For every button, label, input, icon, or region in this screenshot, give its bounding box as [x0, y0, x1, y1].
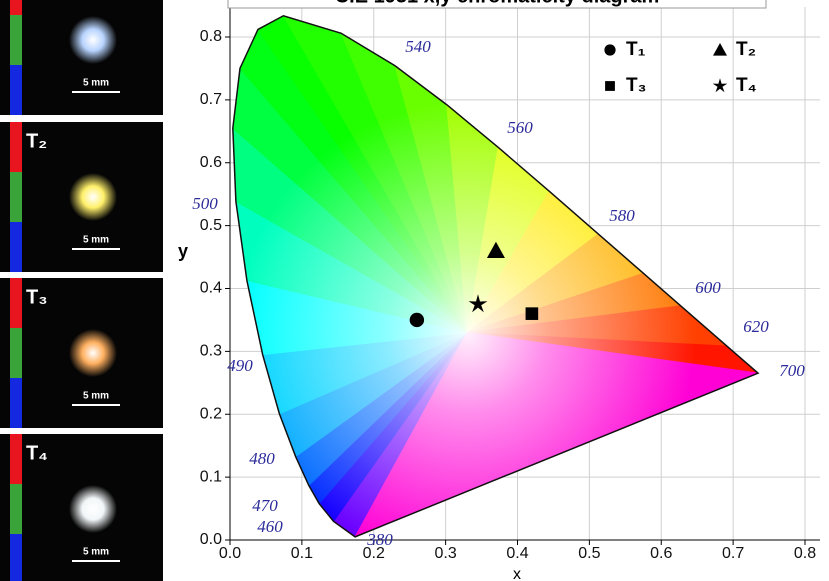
y-axis-label: y — [178, 241, 188, 261]
legend-label: T₁ — [626, 39, 646, 60]
data-point — [713, 78, 728, 92]
y-tick-label: 0.1 — [200, 468, 222, 485]
x-tick-label: 0.3 — [435, 545, 457, 562]
x-tick-label: 0.0 — [219, 545, 241, 562]
photo-panel: 5 mm T₄ — [0, 434, 163, 581]
light-spot — [69, 485, 117, 533]
wavelength-label: 380 — [366, 530, 393, 549]
light-spot — [69, 173, 117, 221]
scale-label: 5 mm — [83, 547, 109, 558]
wavelength-label: 580 — [609, 206, 635, 225]
wavelength-label: 460 — [257, 517, 283, 536]
color-bar — [10, 122, 22, 172]
color-bar — [10, 0, 22, 15]
wavelength-label: 490 — [227, 356, 253, 375]
data-point — [604, 44, 615, 55]
wavelength-label: 480 — [249, 449, 275, 468]
y-tick-label: 0.2 — [200, 405, 222, 422]
y-tick-label: 0.6 — [200, 154, 222, 171]
color-bar — [10, 328, 22, 378]
wavelength-label: 600 — [695, 278, 721, 297]
color-bar — [10, 434, 22, 484]
color-bar — [10, 484, 22, 534]
color-bar — [10, 15, 22, 65]
color-bar — [10, 222, 22, 272]
photo-panel: 5 mm — [0, 0, 163, 115]
scale-label: 5 mm — [83, 78, 109, 89]
y-tick-label: 0.3 — [200, 343, 222, 360]
x-tick-label: 0.6 — [650, 545, 672, 562]
color-bar — [10, 534, 22, 581]
y-tick-label: 0.0 — [200, 531, 222, 548]
data-point — [713, 43, 727, 56]
panel-label: T₂ — [26, 130, 47, 152]
x-tick-label: 0.8 — [794, 545, 816, 562]
legend-label: T₃ — [626, 75, 646, 96]
color-bar — [10, 65, 22, 115]
figure: 5 mm 5 mm T₂ 5 mm T₃ 5 mm T₄ 0.0 0.1 0.2 0.3 0.4 0.5… — [0, 0, 829, 581]
data-point — [410, 313, 424, 327]
light-spot — [69, 329, 117, 377]
scale-label: 5 mm — [83, 391, 109, 402]
color-bar — [10, 172, 22, 222]
legend-label: T₂ — [736, 39, 756, 60]
scale-label: 5 mm — [83, 235, 109, 246]
data-point — [526, 307, 539, 320]
x-tick-label: 0.5 — [578, 545, 600, 562]
light-spot — [69, 16, 117, 64]
x-tick-label: 0.7 — [722, 545, 744, 562]
x-tick-label: 0.4 — [506, 545, 528, 562]
y-tick-label: 0.8 — [200, 28, 222, 45]
wavelength-label: 700 — [779, 361, 805, 380]
y-tick-label: 0.7 — [200, 91, 222, 108]
color-bar — [10, 278, 22, 328]
photo-panel: 5 mm T₂ — [0, 122, 163, 272]
color-bar — [10, 378, 22, 428]
panel-label: T₃ — [26, 286, 47, 308]
x-axis-label: x — [513, 566, 521, 581]
wavelength-label: 470 — [252, 496, 278, 515]
y-tick-label: 0.5 — [200, 217, 222, 234]
wavelength-label: 540 — [405, 37, 431, 56]
photo-panel: 5 mm T₃ — [0, 278, 163, 428]
panel-label: T₄ — [26, 442, 48, 464]
wavelength-label: 500 — [192, 194, 218, 213]
wavelength-label: 560 — [507, 118, 533, 137]
wavelength-label: 620 — [743, 317, 769, 336]
chart-title: CIE 1931 x,y chromaticity diagram — [335, 0, 660, 7]
legend-label: T₄ — [736, 75, 757, 96]
x-tick-label: 0.1 — [291, 545, 313, 562]
data-point — [605, 81, 615, 91]
y-tick-label: 0.4 — [200, 280, 222, 297]
